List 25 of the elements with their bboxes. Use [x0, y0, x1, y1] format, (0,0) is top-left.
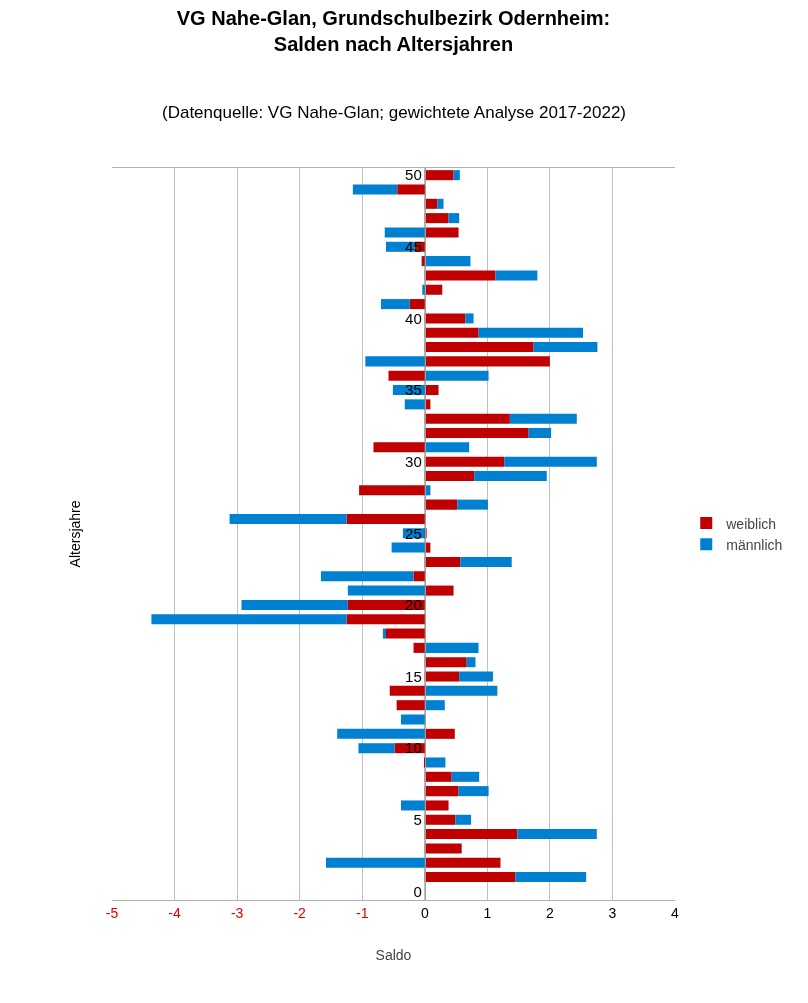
chart-subtitle: (Datenquelle: VG Nahe-Glan; gewichtete Analyse 2017-2022) — [162, 103, 627, 122]
y-tick-label: 0 — [413, 882, 422, 900]
x-tick-label: -3 — [230, 904, 244, 921]
y-tick-label: 25 — [405, 524, 422, 542]
x-tick-label: -5 — [105, 904, 119, 921]
x-tick-label: -2 — [293, 904, 307, 921]
y-tick-label: 20 — [405, 596, 422, 614]
y-tick-label: 30 — [405, 452, 422, 470]
x-axis-title: Saldo — [375, 947, 412, 964]
x-tick-label: -1 — [355, 904, 369, 921]
y-axis-title: Altersjahre — [67, 500, 84, 568]
x-tick-label: 2 — [545, 904, 554, 921]
chart-title: VG Nahe-Glan, Grundschulbezirk Odernheim: Salden nach Altersjahren — [176, 7, 611, 56]
x-tick-label: 1 — [483, 904, 492, 921]
y-tick-label: 15 — [405, 667, 422, 685]
y-tick-label: 10 — [405, 739, 422, 757]
y-tick-label: 5 — [413, 811, 422, 829]
y-tick-label: 50 — [405, 166, 422, 184]
y-tick-label: 40 — [405, 309, 422, 327]
legend-label: weiblich — [725, 515, 777, 532]
x-tick-label: -4 — [168, 904, 181, 921]
x-tick-label: 3 — [608, 904, 617, 921]
y-tick-label: 35 — [405, 381, 422, 399]
legend-label: männlich — [726, 536, 783, 553]
x-tick-label: 4 — [671, 904, 680, 921]
